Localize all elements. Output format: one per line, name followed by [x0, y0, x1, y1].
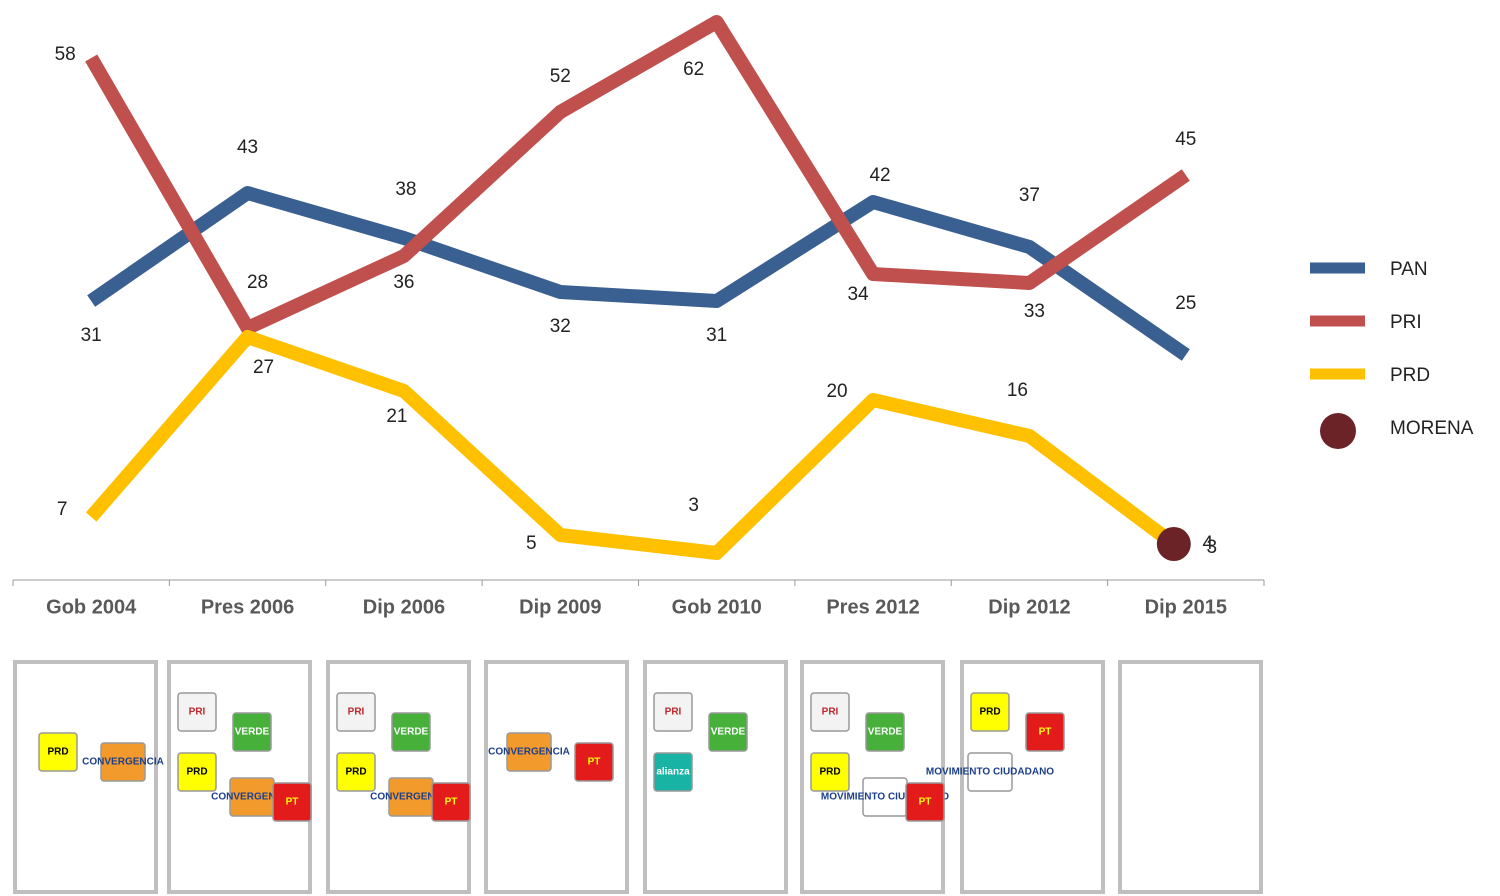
x-tick-label: Gob 2010: [672, 596, 762, 618]
party-logo: [810, 752, 850, 792]
party-logo-label: PT: [919, 797, 932, 808]
party-logo: [391, 712, 431, 752]
coalition-box: [960, 660, 1105, 894]
party-logo-label: MOVIMIENTO CIUDADANO: [821, 792, 949, 803]
party-logo-label: PRI: [189, 707, 206, 718]
legend-swatch: [1320, 413, 1356, 449]
party-logo-label: alianza: [656, 767, 690, 778]
data-label: 31: [81, 325, 102, 346]
data-label: 16: [1007, 380, 1028, 401]
party-logo-label: PRI: [348, 707, 365, 718]
party-logo: [810, 692, 850, 732]
x-tick-label: Dip 2009: [519, 596, 601, 618]
coalition-box: [484, 660, 629, 894]
data-label: 34: [847, 284, 869, 305]
data-label: 43: [237, 137, 258, 158]
party-logo: [653, 692, 693, 732]
data-label: 3: [1207, 537, 1218, 558]
party-logo-label: PRD: [345, 767, 366, 778]
party-logo-label: PRI: [822, 707, 839, 718]
party-logo-label: PRD: [47, 747, 68, 758]
party-logo-label: MOVIMIENTO CIUDADANO: [926, 767, 1054, 778]
party-logo: [100, 742, 146, 782]
coalition-box: [326, 660, 471, 894]
party-logo-label: VERDE: [868, 727, 903, 738]
x-tick-label: Dip 2006: [363, 596, 445, 618]
party-logo: [38, 732, 78, 772]
data-label: 32: [550, 316, 571, 337]
coalition-box: [13, 660, 158, 894]
data-label: 7: [57, 499, 68, 520]
party-logo-label: VERDE: [235, 727, 270, 738]
x-tick-label: Dip 2012: [988, 596, 1070, 618]
data-label: 38: [395, 179, 416, 200]
data-label: 37: [1019, 185, 1040, 206]
party-logo-label: VERDE: [711, 727, 746, 738]
data-label: 21: [386, 406, 407, 427]
party-logo: [905, 782, 945, 822]
party-logo: [336, 752, 376, 792]
data-label: 28: [247, 272, 268, 293]
party-logo-label: PRD: [819, 767, 840, 778]
series-marker: [1156, 527, 1191, 561]
data-label: 31: [706, 325, 727, 346]
party-logo-label: PT: [1039, 727, 1052, 738]
party-logo: [177, 752, 217, 792]
party-logo-label: PRD: [979, 707, 1000, 718]
coalition-box: [800, 660, 945, 894]
coalition-box: [643, 660, 788, 894]
legend-label: MORENA: [1390, 418, 1474, 439]
party-logo: [336, 692, 376, 732]
data-label: 27: [253, 357, 274, 378]
x-tick-label: Dip 2015: [1145, 596, 1227, 618]
party-logo: [708, 712, 748, 752]
legend-label: PAN: [1390, 259, 1428, 280]
series-line: [85, 15, 1190, 335]
series-line: [87, 186, 1190, 361]
data-label: 58: [55, 44, 76, 65]
party-logo: [1025, 712, 1065, 752]
party-logo: [653, 752, 693, 792]
party-logo: [970, 692, 1010, 732]
series-line: [85, 330, 1191, 560]
party-logo-label: PT: [588, 757, 601, 768]
party-logo: [506, 732, 552, 772]
party-logo: [272, 782, 312, 822]
x-tick-label: Pres 2012: [826, 596, 919, 618]
party-logo-label: CONVERGENCIA: [82, 757, 164, 768]
party-logo: [865, 712, 905, 752]
party-logo: [967, 752, 1013, 792]
data-label: 5: [526, 533, 537, 554]
party-logo: [232, 712, 272, 752]
data-label: 42: [869, 165, 890, 186]
data-label: 36: [393, 272, 414, 293]
party-logo-label: PT: [286, 797, 299, 808]
data-label: 45: [1175, 129, 1196, 150]
data-label: 33: [1024, 301, 1045, 322]
party-logo: [431, 782, 471, 822]
party-logo-label: CONVERGENCIA: [488, 747, 570, 758]
legend-label: PRI: [1390, 312, 1422, 333]
data-label: 4: [1203, 533, 1214, 554]
coalition-box: [167, 660, 312, 894]
party-logo: [574, 742, 614, 782]
party-logo-label: PRD: [186, 767, 207, 778]
data-label: 20: [826, 381, 847, 402]
party-logo-label: CONVERGENCIA: [211, 792, 293, 803]
x-tick-label: Pres 2006: [201, 596, 294, 618]
coalition-box: [1118, 660, 1263, 894]
data-label: 3: [688, 495, 699, 516]
party-logo-label: CONVERGENCIA: [370, 792, 452, 803]
legend-label: PRD: [1390, 365, 1430, 386]
data-label: 25: [1175, 293, 1196, 314]
x-tick-label: Gob 2004: [46, 596, 137, 618]
data-label: 52: [550, 66, 571, 87]
party-logo-label: PRI: [665, 707, 682, 718]
party-logo-label: VERDE: [394, 727, 429, 738]
party-logo: [177, 692, 217, 732]
party-logo-label: PT: [445, 797, 458, 808]
data-label: 62: [683, 59, 704, 80]
